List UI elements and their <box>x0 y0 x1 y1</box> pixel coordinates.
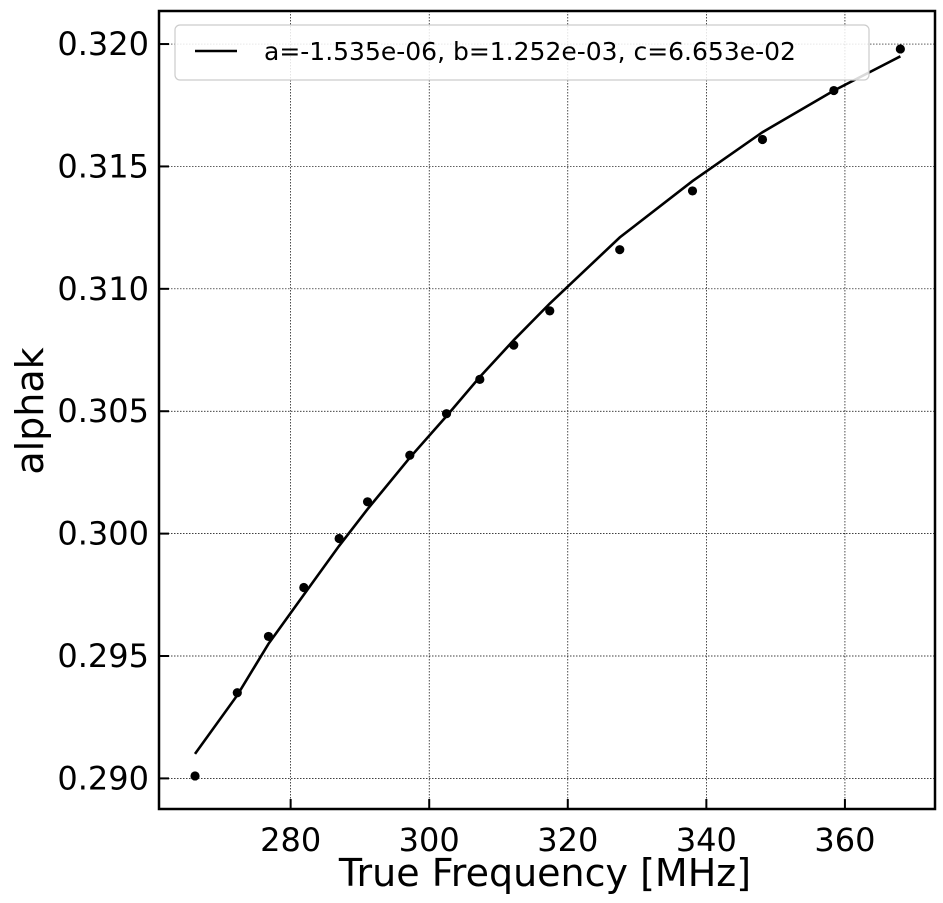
data-point <box>829 85 839 96</box>
y-tick-label: 0.290 <box>57 759 149 797</box>
y-tick-label: 0.305 <box>57 392 149 430</box>
y-axis-label: alphak <box>8 347 52 474</box>
data-point <box>299 582 309 593</box>
data-point <box>895 44 905 54</box>
legend-box <box>174 24 870 81</box>
data-point <box>190 771 200 781</box>
data-point <box>615 245 625 255</box>
data-point <box>545 306 555 316</box>
y-tick-label: 0.295 <box>57 637 149 675</box>
x-tick-label: 340 <box>676 821 737 859</box>
grid <box>159 11 935 809</box>
data-point <box>405 450 415 460</box>
x-tick-label: 320 <box>537 821 598 859</box>
y-tick-label: 0.320 <box>57 25 149 63</box>
data-point <box>757 134 768 145</box>
data-point <box>263 631 274 642</box>
fit-line <box>193 55 901 755</box>
ticks <box>159 43 846 809</box>
data-point <box>334 533 344 544</box>
legend-entry-fit: a=-1.535e-06, b=1.252e-03, c=6.653e-02 <box>264 37 796 66</box>
y-tick-label: 0.300 <box>57 515 149 553</box>
tick-labels: 280 300 320 340 360 0.290 0.295 0.300 0.305 0.310… <box>57 25 875 859</box>
data-point <box>441 409 452 419</box>
x-tick-label: 360 <box>814 821 875 859</box>
data-point <box>232 688 242 698</box>
x-tick-label: 280 <box>260 821 321 859</box>
data-point <box>475 374 485 385</box>
legend: a=-1.535e-06, b=1.252e-03, c=6.653e-02 <box>174 24 870 81</box>
x-axis-label: True Frequency [MHz] <box>338 851 751 895</box>
plot-frame <box>157 9 937 811</box>
data-point <box>687 186 698 196</box>
data-point <box>509 340 519 350</box>
y-tick-label: 0.315 <box>57 147 149 185</box>
data-point <box>362 497 373 507</box>
x-tick-label: 300 <box>399 821 460 859</box>
data-points <box>190 44 905 781</box>
y-tick-label: 0.310 <box>57 270 149 308</box>
